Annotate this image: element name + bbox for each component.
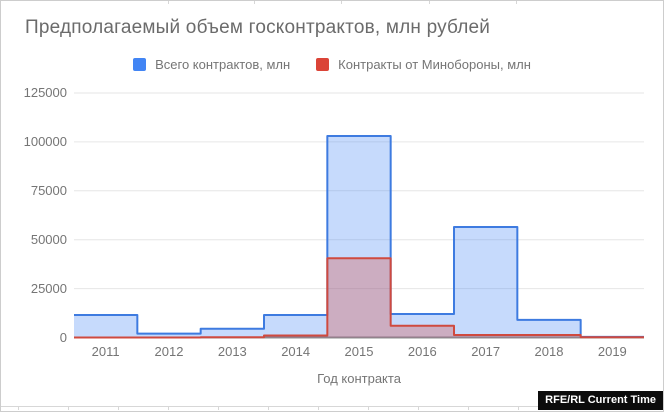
bottom-ruler-tick xyxy=(18,406,19,410)
legend-label: Контракты от Минобороны, млн xyxy=(338,57,531,72)
bottom-ruler-tick xyxy=(518,406,519,410)
y-tick-label: 25000 xyxy=(30,280,67,296)
bottom-ruler-tick xyxy=(168,406,169,410)
legend-item-0: Всего контрактов, млн xyxy=(133,57,290,72)
x-tick-label: 2014 xyxy=(281,344,311,359)
x-tick-label: 2019 xyxy=(597,344,627,359)
legend-swatch-icon xyxy=(133,58,147,71)
series-line-1 xyxy=(74,257,644,339)
x-tick-label: 2011 xyxy=(91,344,120,359)
bottom-ruler-tick xyxy=(268,406,269,410)
bottom-ruler-tick xyxy=(318,406,319,410)
x-tick-label: 2015 xyxy=(344,344,374,359)
y-tick-label: 0 xyxy=(59,329,67,345)
bottom-ruler-tick xyxy=(218,406,219,410)
y-tick-label: 75000 xyxy=(30,182,67,198)
bottom-divider xyxy=(1,406,663,407)
legend-item-1: Контракты от Минобороны, млн xyxy=(316,57,531,72)
bottom-ruler-tick xyxy=(368,406,369,410)
y-tick-label: 125000 xyxy=(23,85,67,100)
bottom-ruler-tick xyxy=(418,406,419,410)
top-ruler-tick xyxy=(341,1,342,4)
top-ruler-tick xyxy=(516,1,517,4)
series-line-0 xyxy=(74,135,644,338)
bottom-ruler-tick xyxy=(68,406,69,410)
watermark-badge: RFE/RL Current Time xyxy=(538,391,663,410)
x-tick-label: 2017 xyxy=(471,344,501,359)
bottom-ruler-tick xyxy=(468,406,469,410)
x-tick-label: 2012 xyxy=(154,344,184,359)
chart-title: Предполагаемый объем госконтрактов, млн … xyxy=(25,17,491,38)
x-tick-label: 2018 xyxy=(534,344,564,359)
bottom-ruler-tick xyxy=(118,406,119,410)
legend-label: Всего контрактов, млн xyxy=(155,57,291,72)
y-tick-label: 50000 xyxy=(30,231,67,247)
top-ruler-tick xyxy=(254,1,255,4)
x-axis-title: Год контракта xyxy=(317,371,401,386)
x-tick-label: 2013 xyxy=(217,344,247,359)
series-area-0 xyxy=(74,136,644,338)
top-ruler-tick xyxy=(168,1,169,4)
x-tick-label: 2016 xyxy=(407,344,437,359)
legend-swatch-icon xyxy=(316,58,330,71)
series-area-1 xyxy=(74,258,644,338)
legend: Всего контрактов, млн Контракты от Минобо… xyxy=(1,57,663,72)
y-tick-label: 100000 xyxy=(23,133,67,149)
top-ruler-tick xyxy=(429,1,430,4)
